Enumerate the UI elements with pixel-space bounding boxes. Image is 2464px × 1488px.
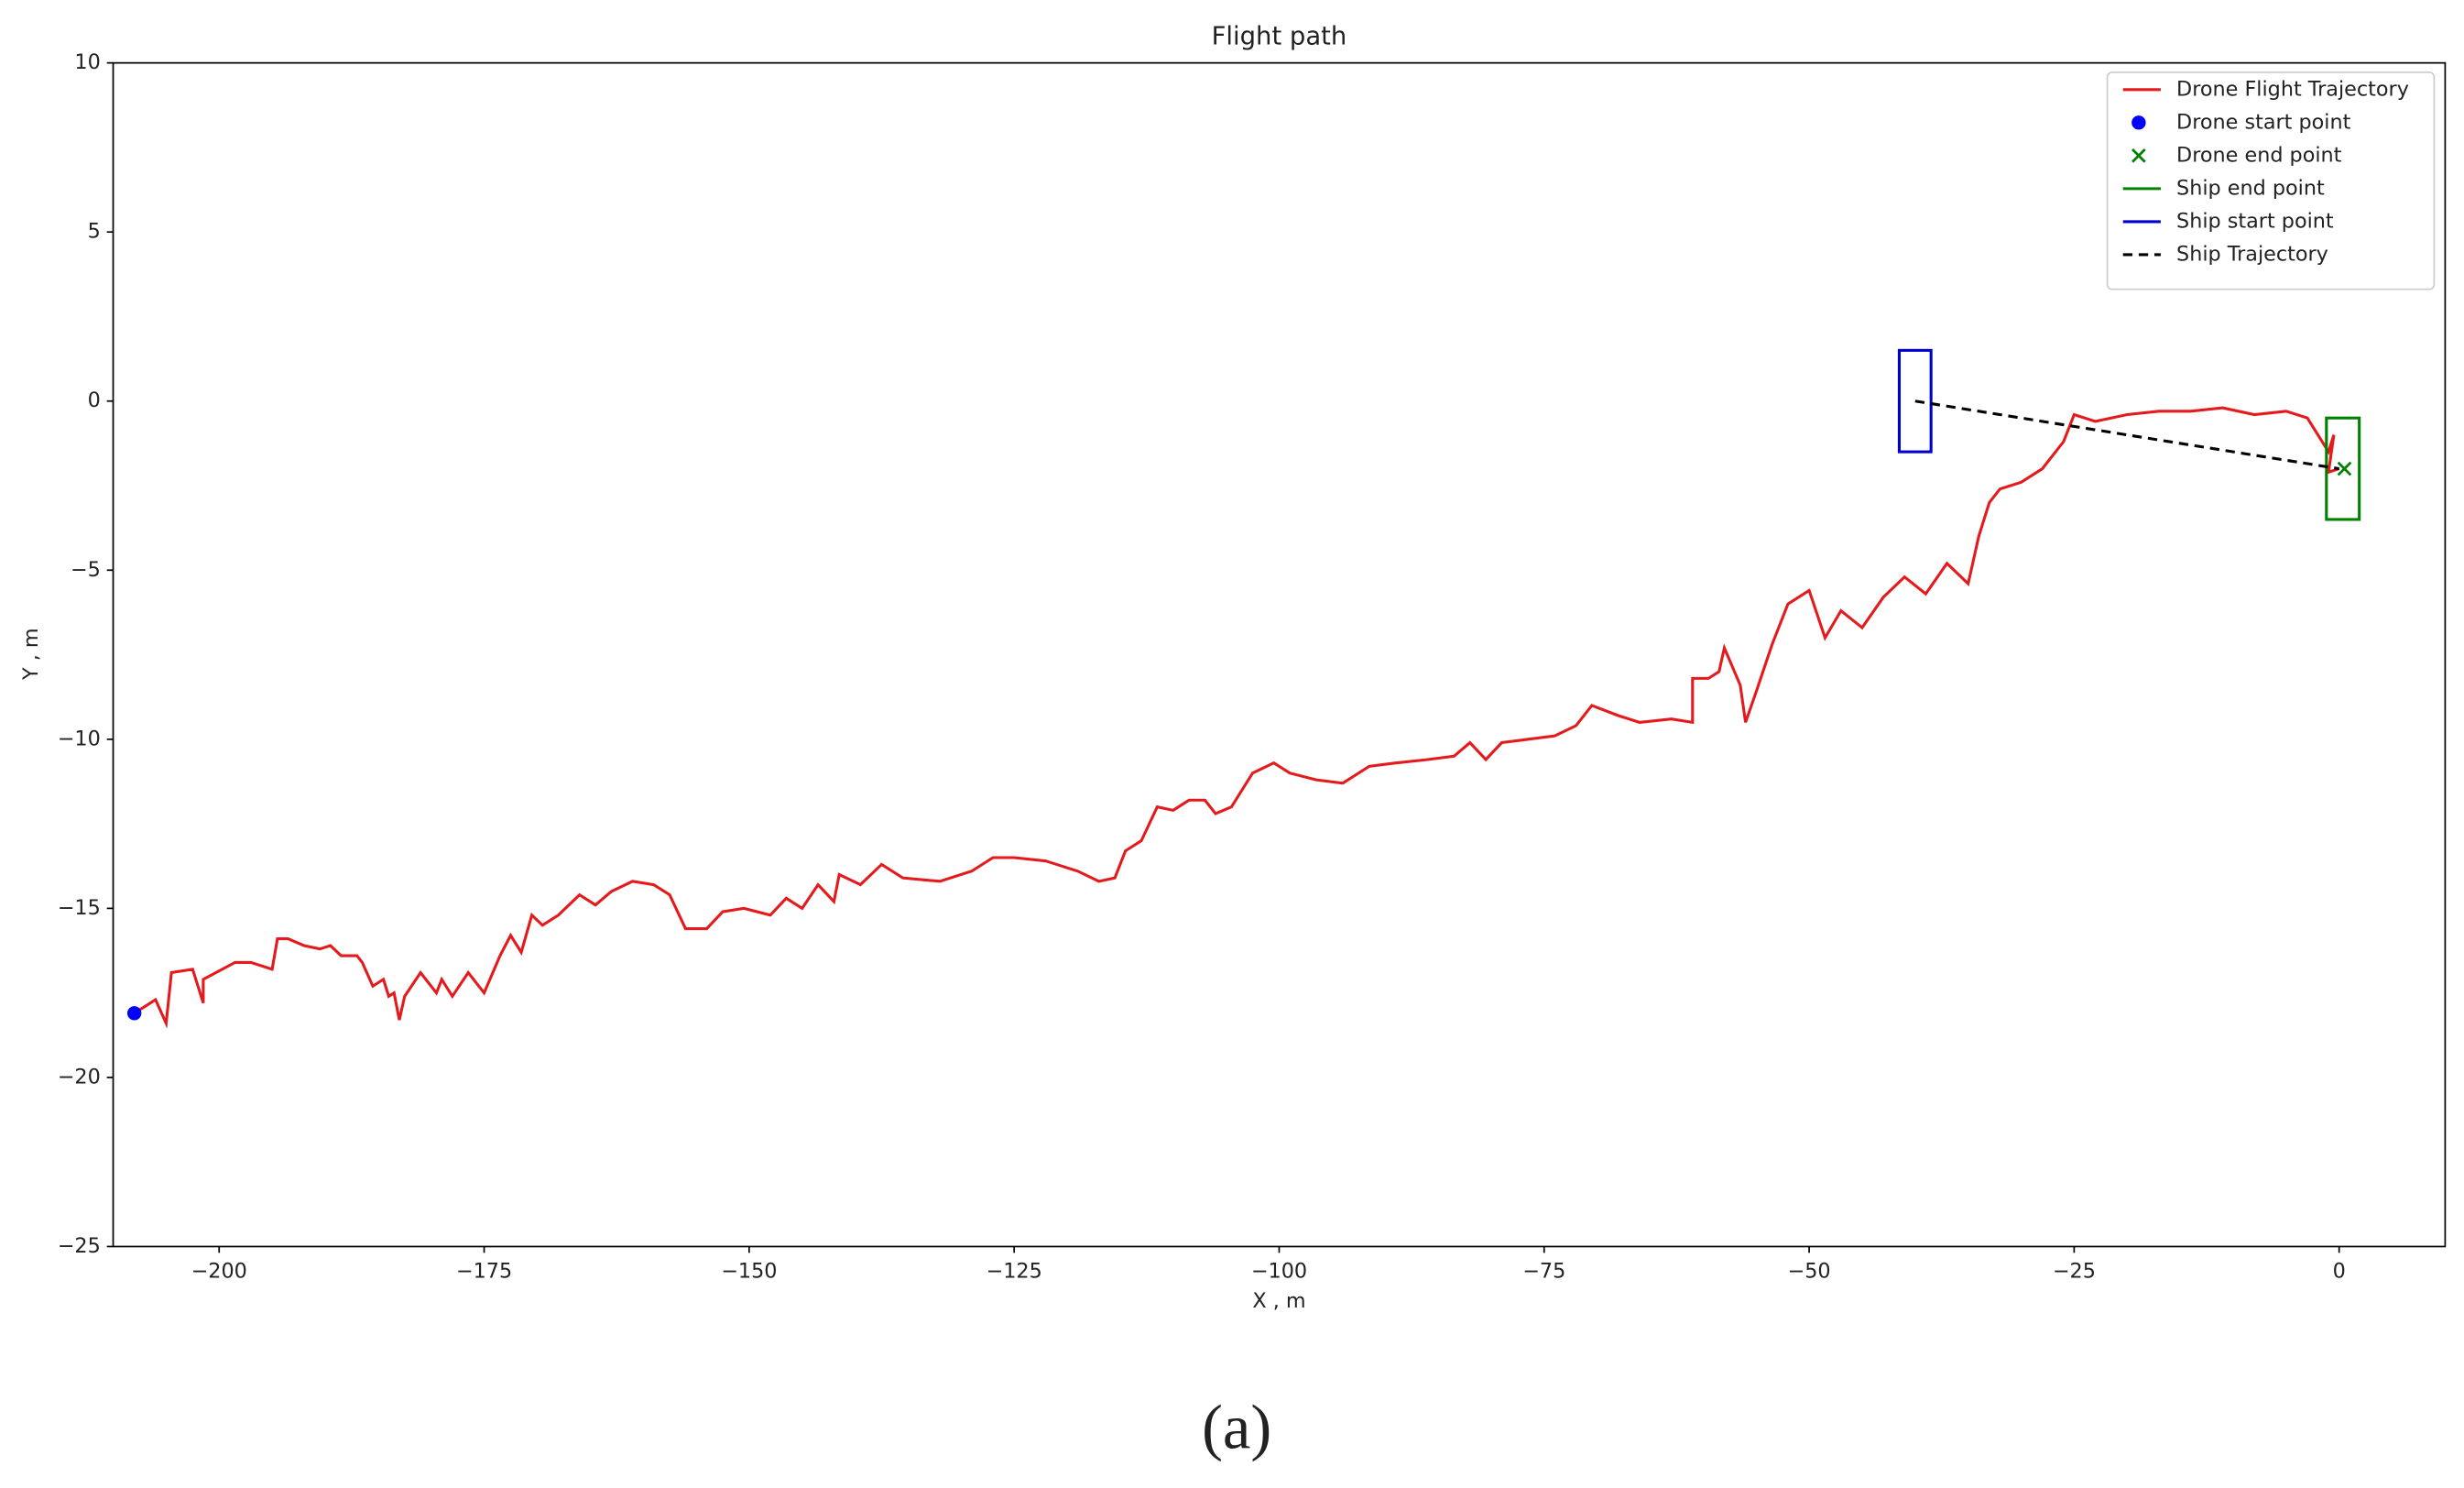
y-tick-label: −10 [58,727,101,750]
y-tick-label: −20 [58,1065,101,1089]
x-tick-label: −75 [1522,1259,1565,1283]
trajectory-line [133,406,2340,1029]
y-tick-label: 10 [74,50,100,74]
y-axis-label: Y , m [19,628,43,681]
x-tick-label: −150 [721,1259,777,1283]
legend-label: Ship Trajectory [2176,242,2328,266]
y-tick-label: −15 [58,896,101,920]
legend-box [2106,71,2436,290]
plot-frame [112,61,2447,1248]
legend-swatch [2131,115,2146,130]
ship-rect [2325,416,2361,521]
x-tick-label: −100 [1251,1259,1307,1283]
x-tick-label: −200 [191,1259,247,1283]
ship-rect [1897,348,1933,454]
x-tick-label: −125 [987,1259,1042,1283]
x-tick-label: 0 [2333,1259,2346,1283]
legend-label: Drone end point [2176,143,2342,167]
y-tick-label: 0 [88,388,101,412]
legend-label: Ship end point [2176,176,2325,200]
x-tick-label: −25 [2053,1259,2096,1283]
x-tick-label: −50 [1788,1259,1831,1283]
legend-label: Ship start point [2176,209,2334,233]
caption: (a) [1202,1392,1271,1461]
ship-trajectory [1914,399,2339,471]
y-tick-label: −5 [71,558,101,582]
y-tick-label: −25 [58,1234,101,1258]
end-point [2337,461,2352,476]
legend-label: Drone start point [2176,110,2351,134]
legend-swatch [2131,148,2146,163]
legend-label: Drone Flight Trajectory [2176,77,2409,101]
x-tick-label: −175 [456,1259,512,1283]
x-axis-label: X , m [1252,1289,1305,1313]
y-tick-label: 5 [88,220,101,244]
start-point [126,1006,142,1021]
chart-title: Flight path [1212,23,1347,51]
